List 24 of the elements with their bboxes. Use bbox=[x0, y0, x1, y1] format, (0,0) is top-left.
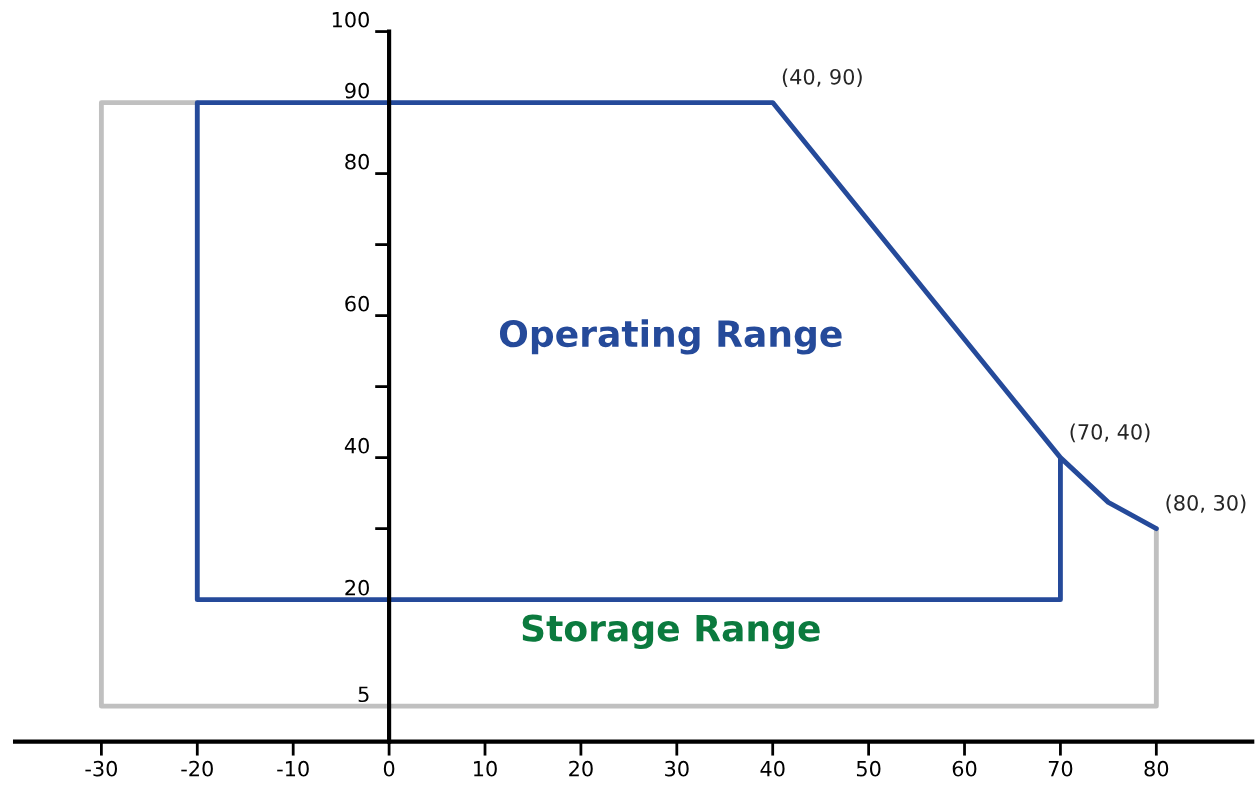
x-tick-label: 80 bbox=[1144, 760, 1169, 777]
y-tick-label: 20 bbox=[345, 579, 369, 596]
y-tick-label: 5 bbox=[358, 686, 369, 703]
x-tick-label: 20 bbox=[569, 760, 593, 777]
annotation: (80, 30) bbox=[1166, 494, 1246, 514]
x-tick-label: -20 bbox=[181, 760, 213, 777]
annotation: Storage Range bbox=[522, 614, 820, 650]
x-tick-label: -10 bbox=[277, 760, 309, 777]
x-tick-label: 40 bbox=[760, 760, 785, 777]
x-tick-label: -30 bbox=[85, 760, 118, 777]
y-tick-label: 60 bbox=[345, 295, 369, 312]
x-tick-label: 50 bbox=[856, 760, 881, 777]
x-tick-label: 70 bbox=[1048, 760, 1073, 777]
y-tick-label: 80 bbox=[345, 153, 369, 170]
x-tick-label: 60 bbox=[952, 760, 977, 777]
x-tick-label: 30 bbox=[665, 760, 689, 777]
x-tick-label: 10 bbox=[474, 760, 497, 777]
annotation: (40, 90) bbox=[782, 68, 862, 88]
y-tick-label: 90 bbox=[345, 82, 369, 99]
y-tick-label: 100 bbox=[332, 11, 369, 28]
x-tick-label: 0 bbox=[383, 760, 395, 777]
annotation: Operating Range bbox=[499, 319, 842, 355]
y-tick-label: 40 bbox=[344, 437, 369, 454]
annotation: (70, 40) bbox=[1070, 423, 1150, 443]
